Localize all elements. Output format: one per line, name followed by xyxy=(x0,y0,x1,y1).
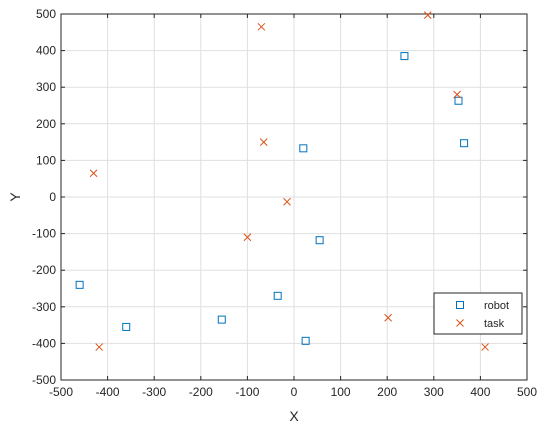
task-point xyxy=(384,313,392,322)
x-tick-label: 200 xyxy=(377,385,397,399)
task-point xyxy=(257,22,266,31)
robot-point xyxy=(273,291,282,300)
x-axis-label: X xyxy=(289,408,299,424)
task-point xyxy=(95,343,104,351)
task-point xyxy=(243,233,252,242)
x-tick-label: 500 xyxy=(517,385,537,399)
legend: robot task xyxy=(433,292,523,335)
task-point xyxy=(423,11,432,19)
legend-marker-robot xyxy=(456,301,464,309)
y-tick-label: 300 xyxy=(36,80,56,94)
task-point xyxy=(89,169,98,178)
robot-point xyxy=(454,96,463,105)
task-point xyxy=(283,197,291,206)
task-point xyxy=(259,138,268,146)
y-tick-label: 200 xyxy=(36,117,56,131)
legend-label-robot: robot xyxy=(484,300,509,312)
y-tick-label: -200 xyxy=(32,263,56,277)
y-tick-label: 500 xyxy=(36,7,56,21)
x-tick-label: -100 xyxy=(235,385,259,399)
y-tick-label: -500 xyxy=(32,373,56,387)
x-tick-label: 0 xyxy=(291,385,298,399)
x-tick-label: 400 xyxy=(470,385,490,399)
axis-ticks: -500 -400 -300 -200 -100 0 100 200 300 400 500 -500… xyxy=(32,7,537,399)
robot-point xyxy=(400,52,409,61)
legend-marker-symbol xyxy=(456,301,464,309)
robot-point xyxy=(460,139,469,148)
legend-label-task: task xyxy=(484,318,505,330)
x-tick-label: 100 xyxy=(331,385,351,399)
legend-entry-task: task xyxy=(456,318,505,330)
legend-box xyxy=(433,292,523,335)
y-axis-label: Y xyxy=(7,192,23,202)
x-tick-label: -500 xyxy=(49,385,73,399)
x-tick-label: -200 xyxy=(189,385,213,399)
legend-entry-robot: robot xyxy=(456,300,509,312)
robot-point xyxy=(217,315,226,324)
data-points xyxy=(75,11,489,351)
y-tick-label: -300 xyxy=(32,300,56,314)
robot-point xyxy=(299,144,308,153)
legend-marker-task xyxy=(456,319,464,327)
legend-marker-symbol xyxy=(456,319,464,327)
robot-point xyxy=(75,280,84,289)
task-point xyxy=(481,343,489,351)
robot-point xyxy=(122,322,131,331)
robot-point xyxy=(301,336,310,345)
y-tick-label: 0 xyxy=(49,190,56,204)
y-tick-label: 100 xyxy=(36,153,56,167)
y-tick-label: -100 xyxy=(32,227,56,241)
y-tick-label: -400 xyxy=(32,336,56,350)
robot-point xyxy=(315,236,324,245)
y-tick-label: 400 xyxy=(36,44,56,58)
x-tick-label: -300 xyxy=(142,385,166,399)
task-point xyxy=(453,90,461,99)
x-tick-label: 300 xyxy=(424,385,444,399)
x-tick-label: -400 xyxy=(96,385,120,399)
